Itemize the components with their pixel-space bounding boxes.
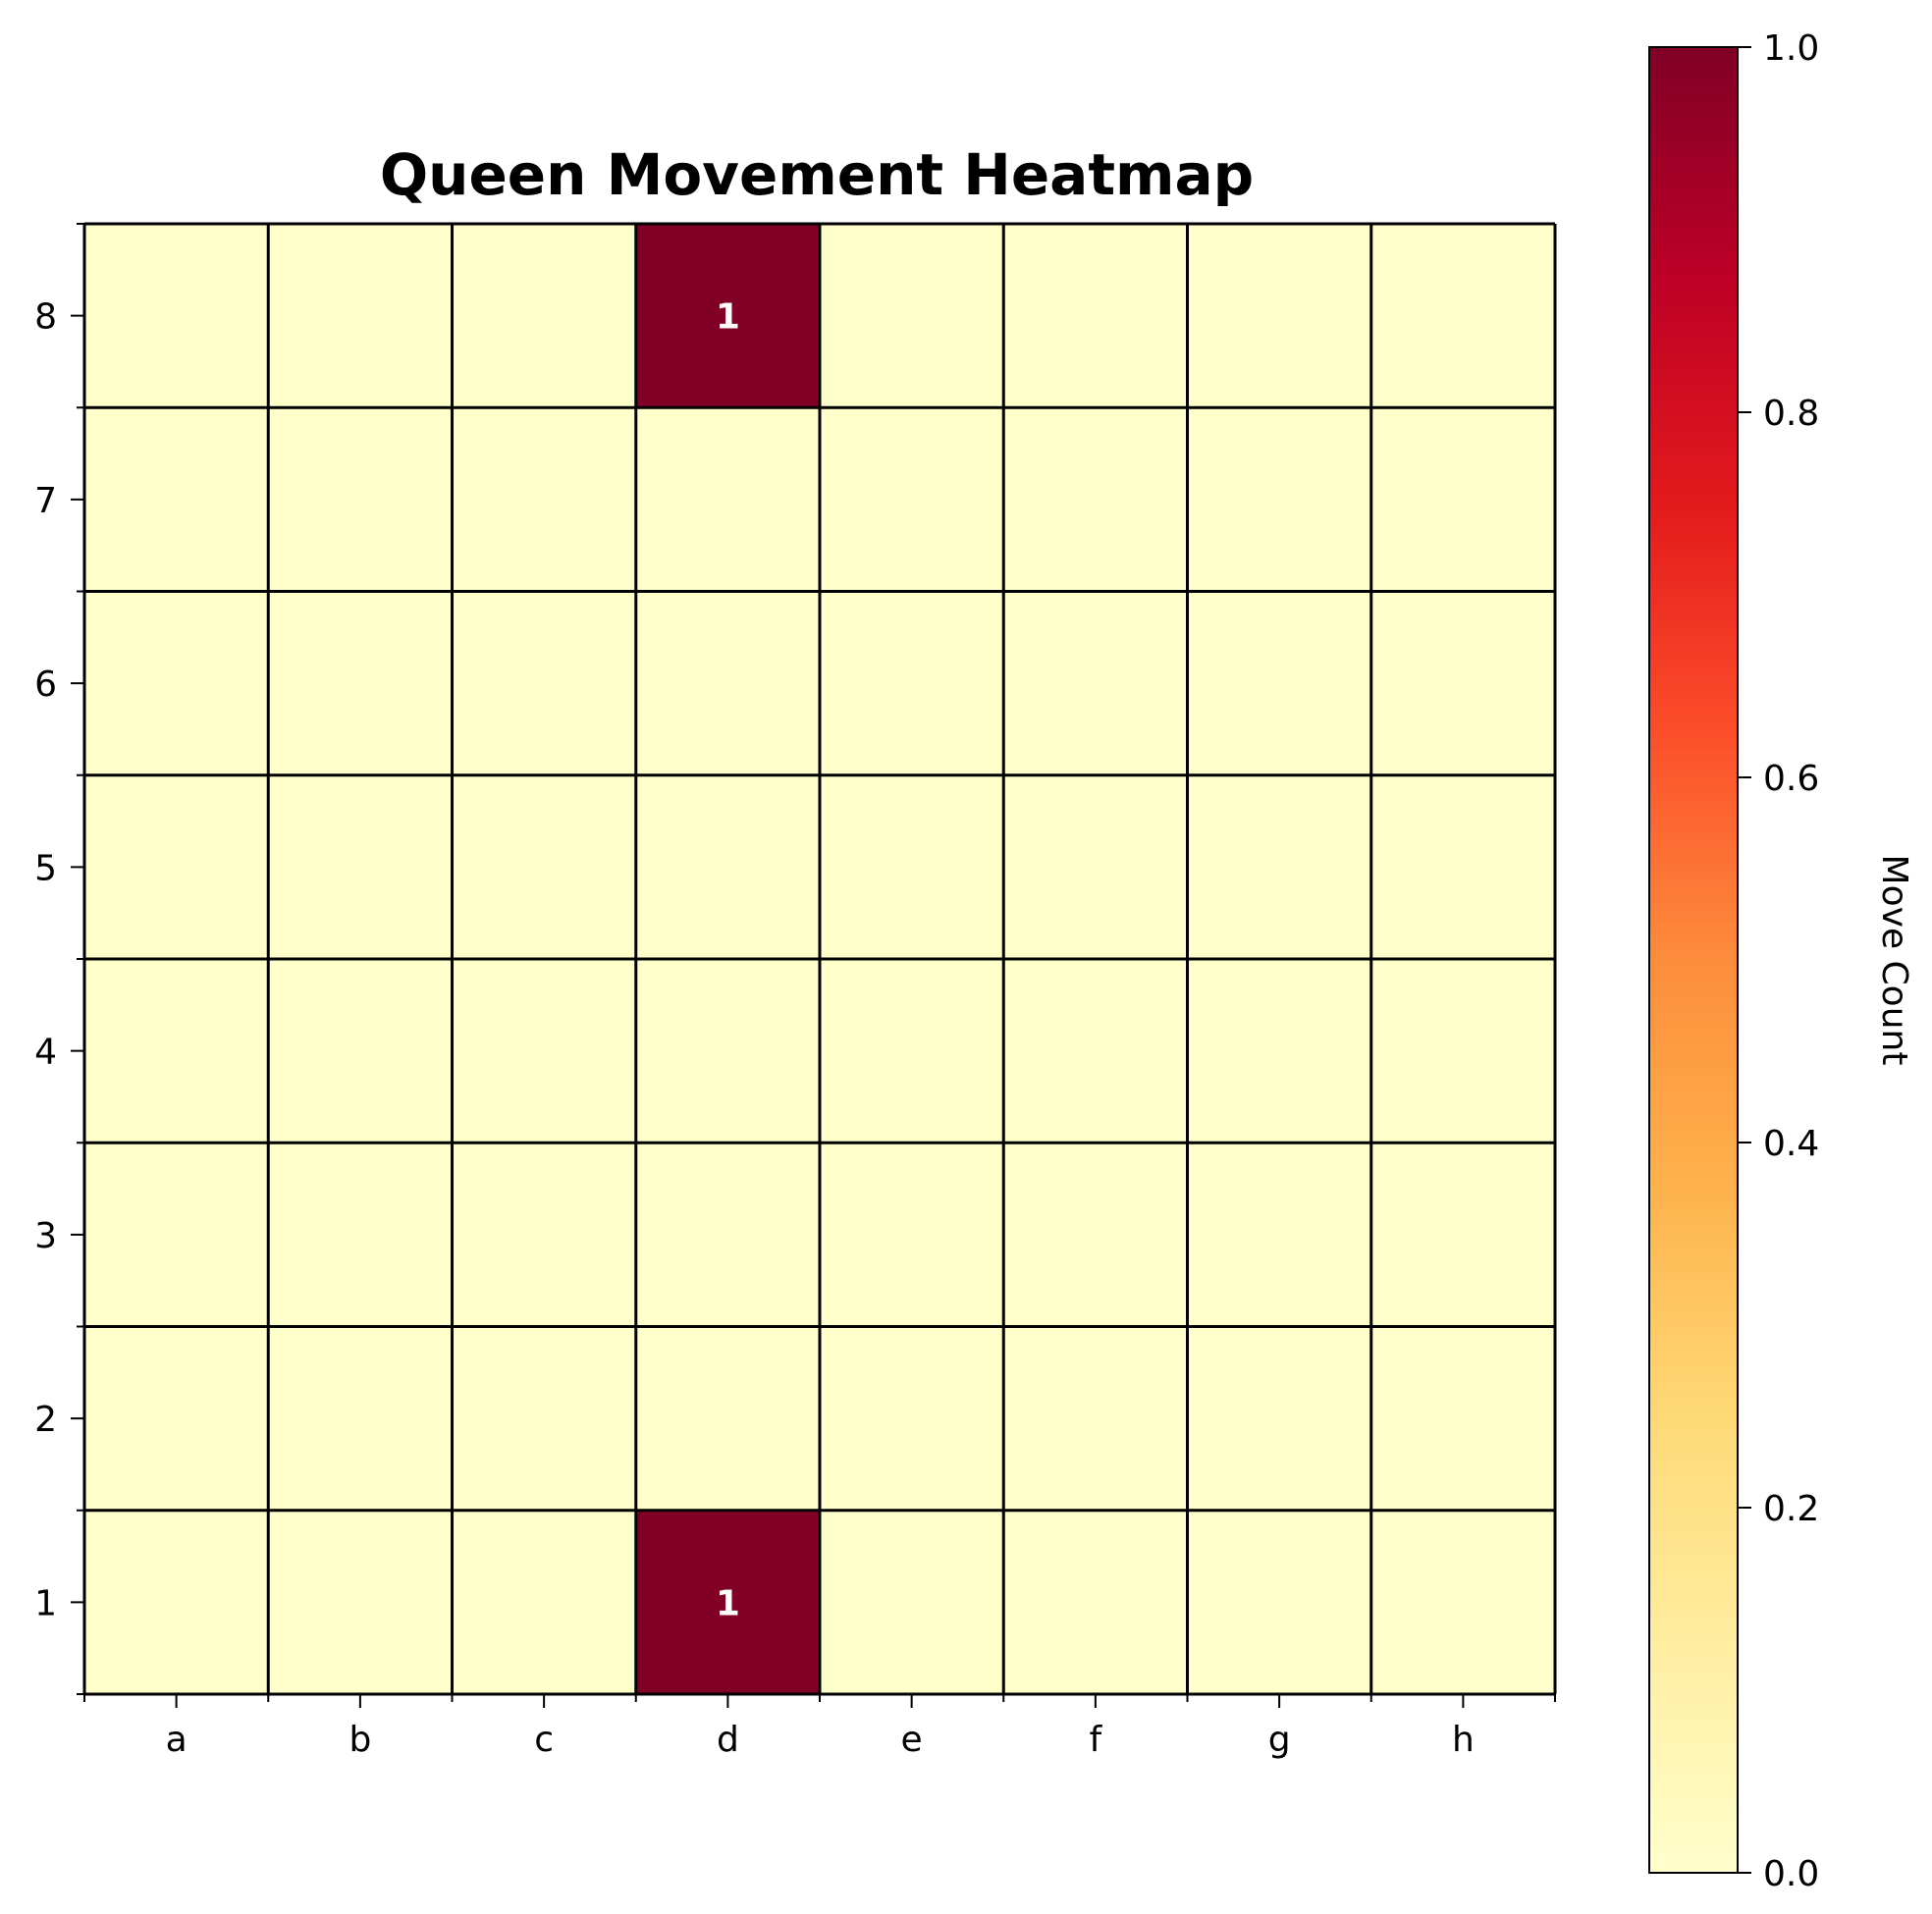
colorbar-tick-label: 0.6 bbox=[1763, 759, 1819, 799]
y-tick-label-8: 8 bbox=[34, 297, 57, 338]
x-tick-label-g: g bbox=[1268, 1720, 1291, 1760]
cell-b1 bbox=[268, 1510, 453, 1694]
cell-a2 bbox=[84, 1326, 269, 1511]
cell-h1 bbox=[1370, 1510, 1555, 1694]
cell-b8 bbox=[268, 224, 453, 408]
y-tick-label-6: 6 bbox=[34, 665, 57, 705]
cell-b5 bbox=[268, 774, 453, 959]
cell-g8 bbox=[1187, 224, 1371, 408]
cell-e1 bbox=[820, 1510, 1004, 1694]
colorbar-tick-label: 0.2 bbox=[1763, 1489, 1819, 1529]
x-tick-label-c: c bbox=[534, 1720, 554, 1760]
colorbar: 0.0 0.2 0.4 0.6 0.8 1.0 Move Count bbox=[1648, 28, 1914, 1894]
cell-a8 bbox=[84, 224, 269, 408]
cell-d8 bbox=[635, 224, 820, 408]
x-tick-label-b: b bbox=[349, 1720, 371, 1760]
cell-h8 bbox=[1370, 224, 1555, 408]
cell-e4 bbox=[820, 959, 1004, 1143]
colorbar-ticks: 0.0 0.2 0.4 0.6 0.8 1.0 bbox=[1738, 28, 1819, 1894]
x-tick-label-d: d bbox=[717, 1720, 739, 1760]
y-tick-label-1: 1 bbox=[34, 1583, 57, 1623]
cell-e6 bbox=[820, 591, 1004, 775]
cell-e2 bbox=[820, 1326, 1004, 1511]
y-axis: 8 7 6 5 4 3 2 1 bbox=[34, 223, 84, 1695]
cell-f1 bbox=[1003, 1510, 1188, 1694]
cell-d5 bbox=[635, 774, 820, 959]
cell-g7 bbox=[1187, 407, 1371, 592]
cell-b7 bbox=[268, 407, 453, 592]
chart-title: Queen Movement Heatmap bbox=[380, 141, 1254, 208]
cell-h6 bbox=[1370, 591, 1555, 775]
cell-h2 bbox=[1370, 1326, 1555, 1511]
board-grid bbox=[82, 222, 1557, 1696]
cell-a6 bbox=[84, 591, 269, 775]
cell-f7 bbox=[1003, 407, 1188, 592]
cell-a3 bbox=[84, 1143, 269, 1327]
cell-value-d1: 1 bbox=[716, 1583, 740, 1623]
cell-c6 bbox=[452, 591, 636, 775]
y-tick-label-4: 4 bbox=[34, 1033, 57, 1073]
heatmap-cells bbox=[84, 224, 1555, 1694]
cell-e7 bbox=[820, 407, 1004, 592]
cell-d6 bbox=[635, 591, 820, 775]
x-axis: a b c d e f g h bbox=[83, 1694, 1556, 1760]
cell-g2 bbox=[1187, 1326, 1371, 1511]
x-tick-label-h: h bbox=[1452, 1720, 1475, 1760]
cell-f5 bbox=[1003, 774, 1188, 959]
cell-g1 bbox=[1187, 1510, 1371, 1694]
colorbar-tick-label: 0.8 bbox=[1763, 394, 1819, 434]
cell-h7 bbox=[1370, 407, 1555, 592]
cell-c1 bbox=[452, 1510, 636, 1694]
cell-a5 bbox=[84, 774, 269, 959]
colorbar-tick-label: 0.0 bbox=[1763, 1854, 1819, 1894]
colorbar-label: Move Count bbox=[1874, 855, 1914, 1066]
colorbar-tick-label: 0.4 bbox=[1763, 1124, 1819, 1164]
cell-d4 bbox=[635, 959, 820, 1143]
cell-g3 bbox=[1187, 1143, 1371, 1327]
cell-g6 bbox=[1187, 591, 1371, 775]
cell-a1 bbox=[84, 1510, 269, 1694]
cell-f6 bbox=[1003, 591, 1188, 775]
cell-a4 bbox=[84, 959, 269, 1143]
cell-d1 bbox=[635, 1510, 820, 1694]
cell-e3 bbox=[820, 1143, 1004, 1327]
cell-g5 bbox=[1187, 774, 1371, 959]
x-tick-label-f: f bbox=[1090, 1720, 1103, 1760]
cell-c3 bbox=[452, 1143, 636, 1327]
cell-h4 bbox=[1370, 959, 1555, 1143]
y-tick-label-3: 3 bbox=[34, 1216, 57, 1256]
cell-d7 bbox=[635, 407, 820, 592]
colorbar-gradient bbox=[1648, 46, 1739, 1874]
y-tick-label-5: 5 bbox=[34, 848, 57, 888]
cell-c8 bbox=[452, 224, 636, 408]
cell-f4 bbox=[1003, 959, 1188, 1143]
cell-b6 bbox=[268, 591, 453, 775]
cell-b3 bbox=[268, 1143, 453, 1327]
cell-c7 bbox=[452, 407, 636, 592]
cell-value-d8: 1 bbox=[716, 297, 740, 338]
cell-e5 bbox=[820, 774, 1004, 959]
cell-c4 bbox=[452, 959, 636, 1143]
x-tick-label-e: e bbox=[901, 1720, 923, 1760]
y-tick-label-7: 7 bbox=[34, 481, 57, 521]
cell-d2 bbox=[635, 1326, 820, 1511]
cell-f3 bbox=[1003, 1143, 1188, 1327]
cell-g4 bbox=[1187, 959, 1371, 1143]
cell-e8 bbox=[820, 224, 1004, 408]
cell-b4 bbox=[268, 959, 453, 1143]
x-tick-label-a: a bbox=[166, 1720, 188, 1760]
cell-h3 bbox=[1370, 1143, 1555, 1327]
cell-d3 bbox=[635, 1143, 820, 1327]
cell-a7 bbox=[84, 407, 269, 592]
y-tick-label-2: 2 bbox=[34, 1400, 57, 1440]
cell-c2 bbox=[452, 1326, 636, 1511]
cell-value-labels: 11 bbox=[716, 297, 740, 1624]
cell-c5 bbox=[452, 774, 636, 959]
cell-f2 bbox=[1003, 1326, 1188, 1511]
cell-b2 bbox=[268, 1326, 453, 1511]
colorbar-tick-label: 1.0 bbox=[1763, 28, 1819, 69]
cell-f8 bbox=[1003, 224, 1188, 408]
cell-h5 bbox=[1370, 774, 1555, 959]
